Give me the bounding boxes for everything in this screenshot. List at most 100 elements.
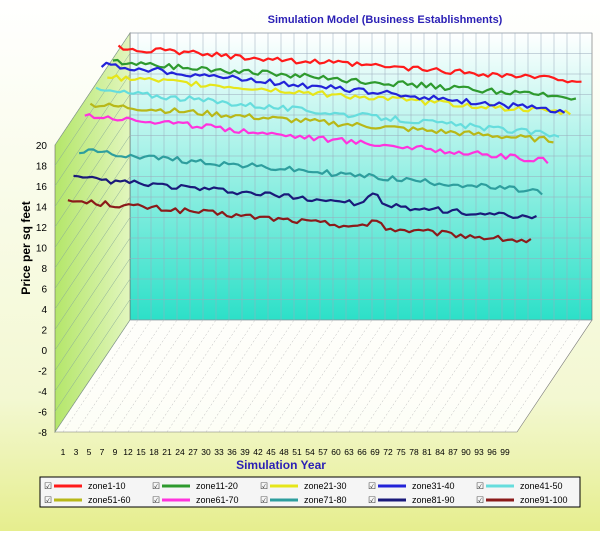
grid-line-floor (478, 319, 555, 433)
legend-checkbox-icon: ☑ (368, 495, 376, 505)
grid-line-floor (374, 319, 451, 433)
legend-checkbox-icon: ☑ (476, 481, 484, 491)
y-tick-label: 20 (36, 141, 48, 152)
x-axis-label: Simulation Year (236, 458, 326, 472)
grid-line-side (54, 217, 131, 330)
legend-label: zone41-50 (520, 481, 563, 491)
legend: ☑ zone1-10 ☑ zone11-20 ☑ zone21-30 ☑ zone31-40 ☑… (39, 476, 581, 508)
grid-line-side (54, 135, 131, 248)
legend-checkbox-icon: ☑ (152, 481, 160, 491)
legend-label: zone91-100 (520, 495, 568, 505)
y-axis-label: Price per sq feet (19, 201, 33, 294)
series-line-zone61-70 (84, 113, 549, 165)
legend-label: zone71-80 (304, 495, 347, 505)
grid-line-floor (309, 319, 386, 433)
grid-line-side (54, 176, 131, 289)
legend-checkbox-icon: ☑ (476, 495, 484, 505)
x-tick-label: 63 (344, 447, 354, 457)
grid-line-floor (257, 319, 334, 433)
grid-line-floor (439, 319, 516, 433)
grid-line-floor (322, 319, 399, 433)
y-tick-label: 6 (41, 285, 47, 296)
legend-label: zone51-60 (88, 495, 131, 505)
grid-line-floor (413, 319, 490, 433)
x-tick-label: 1 (61, 447, 66, 457)
legend-label: zone1-10 (88, 481, 126, 491)
series-line-zone31-40 (100, 61, 566, 114)
x-tick-label: 33 (214, 447, 224, 457)
x-tick-label: 87 (448, 447, 458, 457)
x-tick-label: 15 (136, 447, 146, 457)
y-tick-label: 10 (36, 244, 48, 255)
x-tick-label: 54 (305, 447, 315, 457)
grid-line-floor (504, 319, 581, 433)
y-tick-label: -2 (38, 367, 47, 378)
x-tick-label: 84 (435, 447, 445, 457)
legend-label: zone31-40 (412, 481, 455, 491)
x-tick-label: 9 (113, 447, 118, 457)
x-tick-label: 57 (318, 447, 328, 457)
series-line-zone91-100 (67, 199, 532, 244)
grid-line-floor (140, 319, 217, 433)
x-tick-label: 45 (266, 447, 276, 457)
legend-checkbox-icon: ☑ (368, 481, 376, 491)
y-tick-label: 4 (41, 305, 47, 316)
y-tick-label: 2 (41, 326, 47, 337)
grid-line-side (54, 114, 131, 228)
grid-line-side (54, 155, 131, 269)
legend-checkbox-icon: ☑ (44, 495, 52, 505)
legend-label: zone61-70 (196, 495, 239, 505)
x-tick-label: 60 (331, 447, 341, 457)
x-tick-label: 75 (396, 447, 406, 457)
x-tick-label: 90 (461, 447, 471, 457)
grid-line-floor (296, 319, 373, 433)
series-line-zone51-60 (89, 102, 554, 144)
x-tick-label: 12 (123, 447, 133, 457)
legend-checkbox-icon: ☑ (260, 495, 268, 505)
grid-line-floor (244, 319, 321, 433)
x-tick-label: 99 (500, 447, 510, 457)
grid-line-floor (231, 319, 308, 433)
x-tick-label: 5 (87, 447, 92, 457)
grid-line-floor (192, 319, 269, 433)
floor (54, 319, 593, 433)
x-tick-label: 24 (175, 447, 185, 457)
legend-checkbox-icon: ☑ (152, 495, 160, 505)
x-tick-label: 81 (422, 447, 432, 457)
grid-line-floor (62, 319, 139, 433)
x-tick-label: 36 (227, 447, 237, 457)
grid-line-floor (153, 319, 230, 433)
grid-line-floor (452, 319, 529, 433)
grid-line-floor (387, 319, 464, 433)
grid-line-floor (218, 319, 295, 433)
series-line-zone11-20 (112, 58, 577, 101)
y-tick-label: 14 (36, 203, 48, 214)
grid-line-side (54, 53, 131, 166)
x-tick-label: 48 (279, 447, 289, 457)
y-tick-label: 0 (41, 346, 47, 357)
grid-line-side (54, 237, 131, 351)
y-tick-label: -8 (38, 428, 47, 439)
grid-line-floor (283, 319, 360, 433)
grid-line-floor (88, 319, 165, 433)
x-tick-label: 66 (357, 447, 367, 457)
series-line-zone41-50 (95, 86, 560, 138)
y-tick-label: 8 (41, 264, 47, 275)
x-tick-label: 93 (474, 447, 484, 457)
grid-line-floor (205, 319, 282, 433)
y-tick-label: -4 (38, 387, 47, 398)
y-tick-label: 16 (36, 182, 48, 193)
legend-checkbox-icon: ☑ (44, 481, 52, 491)
x-tick-label: 39 (240, 447, 250, 457)
x-tick-label: 21 (162, 447, 172, 457)
legend-label: zone21-30 (304, 481, 347, 491)
grid-line-floor (400, 319, 477, 433)
grid-line-side (54, 32, 131, 146)
x-tick-label: 18 (149, 447, 159, 457)
grid-line-floor (179, 319, 256, 433)
grid-line-floor (465, 319, 542, 433)
grid-line-floor (114, 319, 191, 433)
legend-label: zone11-20 (196, 481, 238, 491)
x-tick-label: 3 (74, 447, 79, 457)
